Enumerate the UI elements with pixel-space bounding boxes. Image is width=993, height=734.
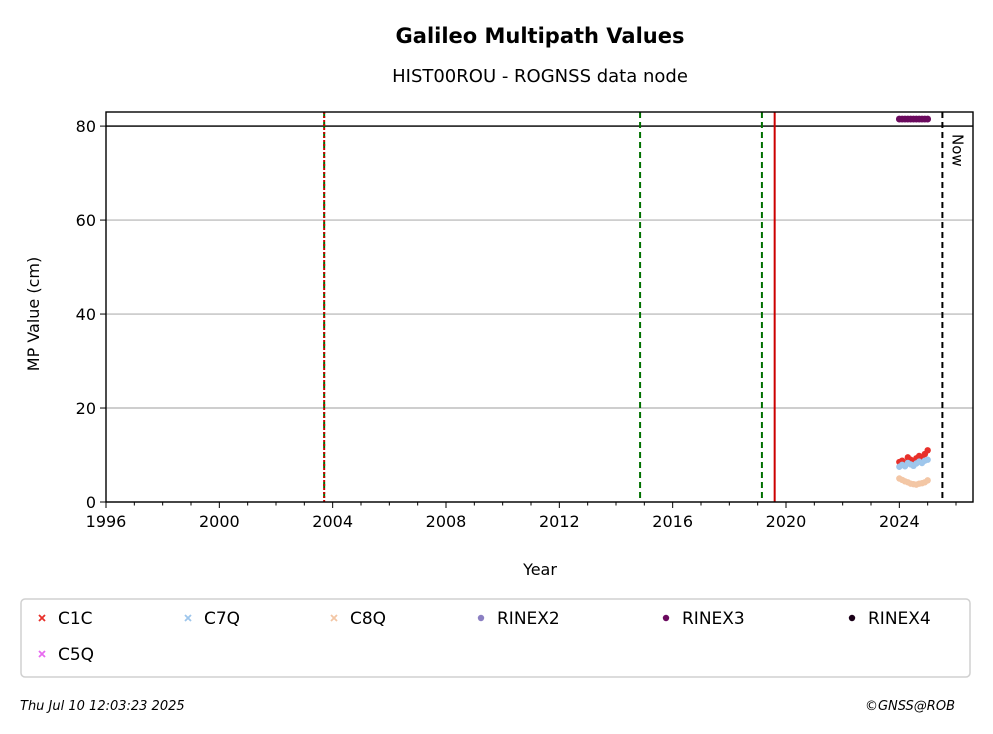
x-tick-label-2000: 2000 [199,512,240,531]
legend-box [20,598,971,678]
legend-marker-c5q [38,650,46,658]
y-tick-label-40: 40 [76,305,96,324]
legend-marker-c1c [38,614,46,622]
y-tick-label-0: 0 [86,493,96,512]
x-axis-label: Year [522,560,557,579]
y-tick-label-60: 60 [76,211,96,230]
x-tick-label-2020: 2020 [766,512,807,531]
legend-label-c5q: C5Q [58,645,94,665]
x-tick-label-2008: 2008 [426,512,467,531]
legend-label-c1c: C1C [58,609,93,629]
y-tick-label-20: 20 [76,399,96,418]
x-tick-label-2012: 2012 [539,512,580,531]
plot-frame [105,111,974,503]
legend-label-rinex4: RINEX4 [868,609,931,629]
x-tick-label-2004: 2004 [312,512,353,531]
legend: C1C C7Q C8Q RINEX2 RINEX3 RINEX4 C5Q [20,598,971,678]
legend-marker-c8q [330,614,338,622]
now-label: Now [948,134,966,167]
legend-label-rinex3: RINEX3 [682,609,745,629]
legend-label-rinex2: RINEX2 [497,609,560,629]
series-c8q [897,477,930,487]
plot-area: Now 1996 2000 2004 2008 2012 2016 2020 2024 0 20 40… [76,111,974,531]
legend-label-c7q: C7Q [204,609,240,629]
y-tick-label-80: 80 [76,117,96,136]
x-tick-label-2016: 2016 [652,512,693,531]
legend-label-c8q: C8Q [350,609,386,629]
footer-timestamp: Thu Jul 10 12:03:23 2025 [20,699,185,714]
footer-copyright: ©GNSS@ROB [865,699,955,714]
chart-title: Galileo Multipath Values [396,24,685,48]
series-c7q [897,458,930,469]
legend-marker-c7q [184,614,192,622]
legend-marker-rinex2 [477,614,485,622]
chart-subtitle: HIST00ROU - ROGNSS data node [392,66,688,87]
legend-marker-rinex3 [662,614,670,622]
legend-marker-rinex4 [848,614,856,622]
x-tick-label-1996: 1996 [86,512,127,531]
y-axis-label: MP Value (cm) [24,257,43,371]
x-tick-label-2024: 2024 [879,512,920,531]
